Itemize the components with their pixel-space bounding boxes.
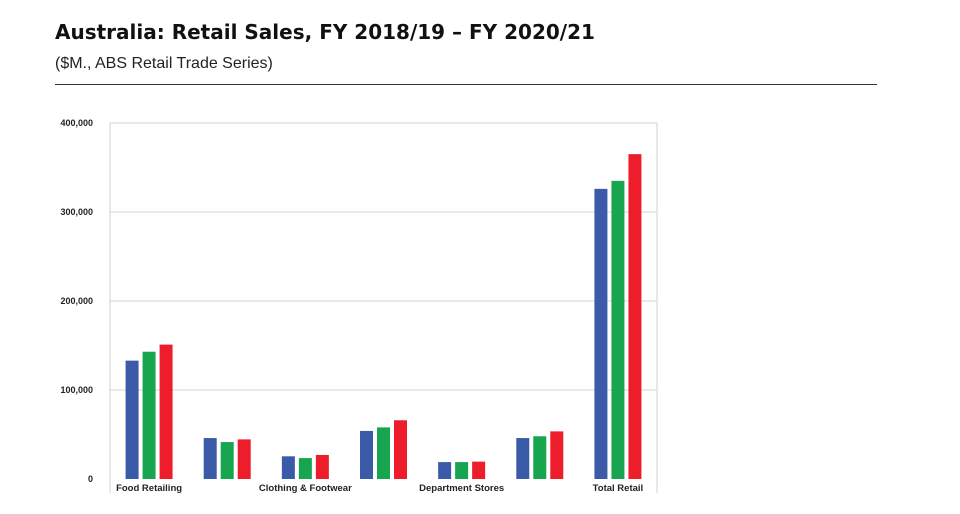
bar: [628, 154, 642, 479]
bar: [550, 431, 564, 479]
chart-title: Australia: Retail Sales, FY 2018/19 – FY…: [55, 20, 595, 44]
bar: [125, 360, 139, 479]
x-category-label: Total Retail: [593, 483, 644, 494]
bar: [298, 458, 312, 479]
bar: [203, 438, 217, 479]
bar: [360, 430, 373, 479]
y-tick-label: 200,000: [60, 296, 93, 306]
bar: [159, 344, 173, 479]
bar: [377, 427, 390, 479]
bar: [438, 462, 452, 479]
bar: [220, 442, 234, 479]
bar: [281, 456, 295, 479]
title-divider: [55, 84, 877, 85]
x-category-label: Food Retailing: [116, 483, 182, 494]
bar: [237, 439, 251, 479]
bar: [594, 188, 608, 480]
bar: [394, 420, 407, 479]
bar: [533, 436, 547, 479]
bar: [315, 454, 329, 479]
y-tick-label: 100,000: [60, 385, 93, 395]
bar: [455, 462, 469, 479]
chart-subtitle: ($M., ABS Retail Trade Series): [55, 55, 273, 72]
y-tick-label: 300,000: [60, 207, 93, 217]
bar: [472, 461, 486, 479]
bar: [142, 351, 156, 479]
y-tick-label: 0: [88, 474, 93, 484]
y-tick-label: 400,000: [60, 118, 93, 128]
x-category-label: Clothing & Footwear: [259, 483, 352, 494]
x-category-label: Department Stores: [419, 483, 504, 494]
bar: [611, 180, 625, 479]
bar: [516, 438, 530, 479]
